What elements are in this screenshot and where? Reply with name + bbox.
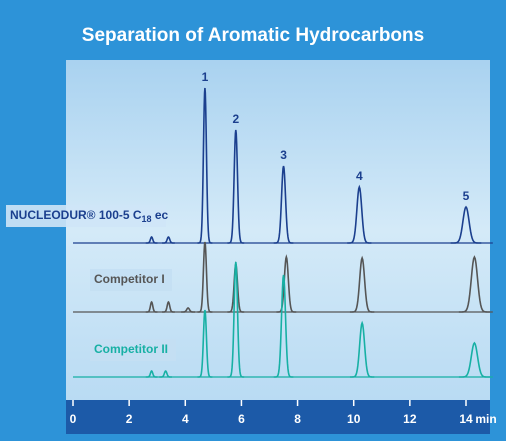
series-label-part: ec [152,208,169,222]
series-label-part: NUCLEODUR® 100-5 C [10,208,142,222]
x-tick-label: 14 [459,412,473,426]
x-tick-label: 4 [182,412,189,426]
series-label-part: Competitor I [94,272,165,286]
peak [197,309,213,378]
peak [458,255,490,313]
peak-label: 3 [280,148,287,162]
peak [181,307,196,313]
peak [162,236,175,244]
peak-label: 2 [232,112,239,126]
peak [227,261,245,378]
peak [227,129,245,244]
series-label-part: Competitor II [94,342,168,356]
peak [145,300,158,313]
series-label: Competitor II [94,342,168,356]
series-label-part: 18 [142,214,152,224]
peak-label: 5 [463,189,470,203]
peak [162,300,175,313]
peak [145,370,158,378]
x-tick-label: 10 [347,412,361,426]
peak-label: 1 [202,70,209,84]
peak [349,255,375,313]
series-label-box [90,339,176,361]
peak [347,184,372,244]
peak [145,236,158,244]
series-label: NUCLEODUR® 100-5 C18 ec [10,208,169,224]
x-axis-band [66,400,490,434]
peak [349,320,375,378]
peak [273,274,294,378]
series-label-box [90,269,172,291]
peak-label: 4 [356,169,363,183]
x-axis-label: min [475,412,496,426]
peak [197,87,213,244]
peak [458,341,490,378]
series-label-box [6,205,166,227]
x-tick-label: 0 [70,412,77,426]
chart-title: Separation of Aromatic Hydrocarbons [82,25,424,46]
x-tick-label: 2 [126,412,133,426]
x-tick-label: 12 [403,412,417,426]
series-label: Competitor I [94,272,165,286]
peak [197,241,213,313]
peak [276,254,297,313]
peak [273,165,294,244]
x-tick-label: 6 [238,412,245,426]
x-tick-label: 8 [294,412,301,426]
peak [450,205,482,244]
peak [159,370,172,378]
